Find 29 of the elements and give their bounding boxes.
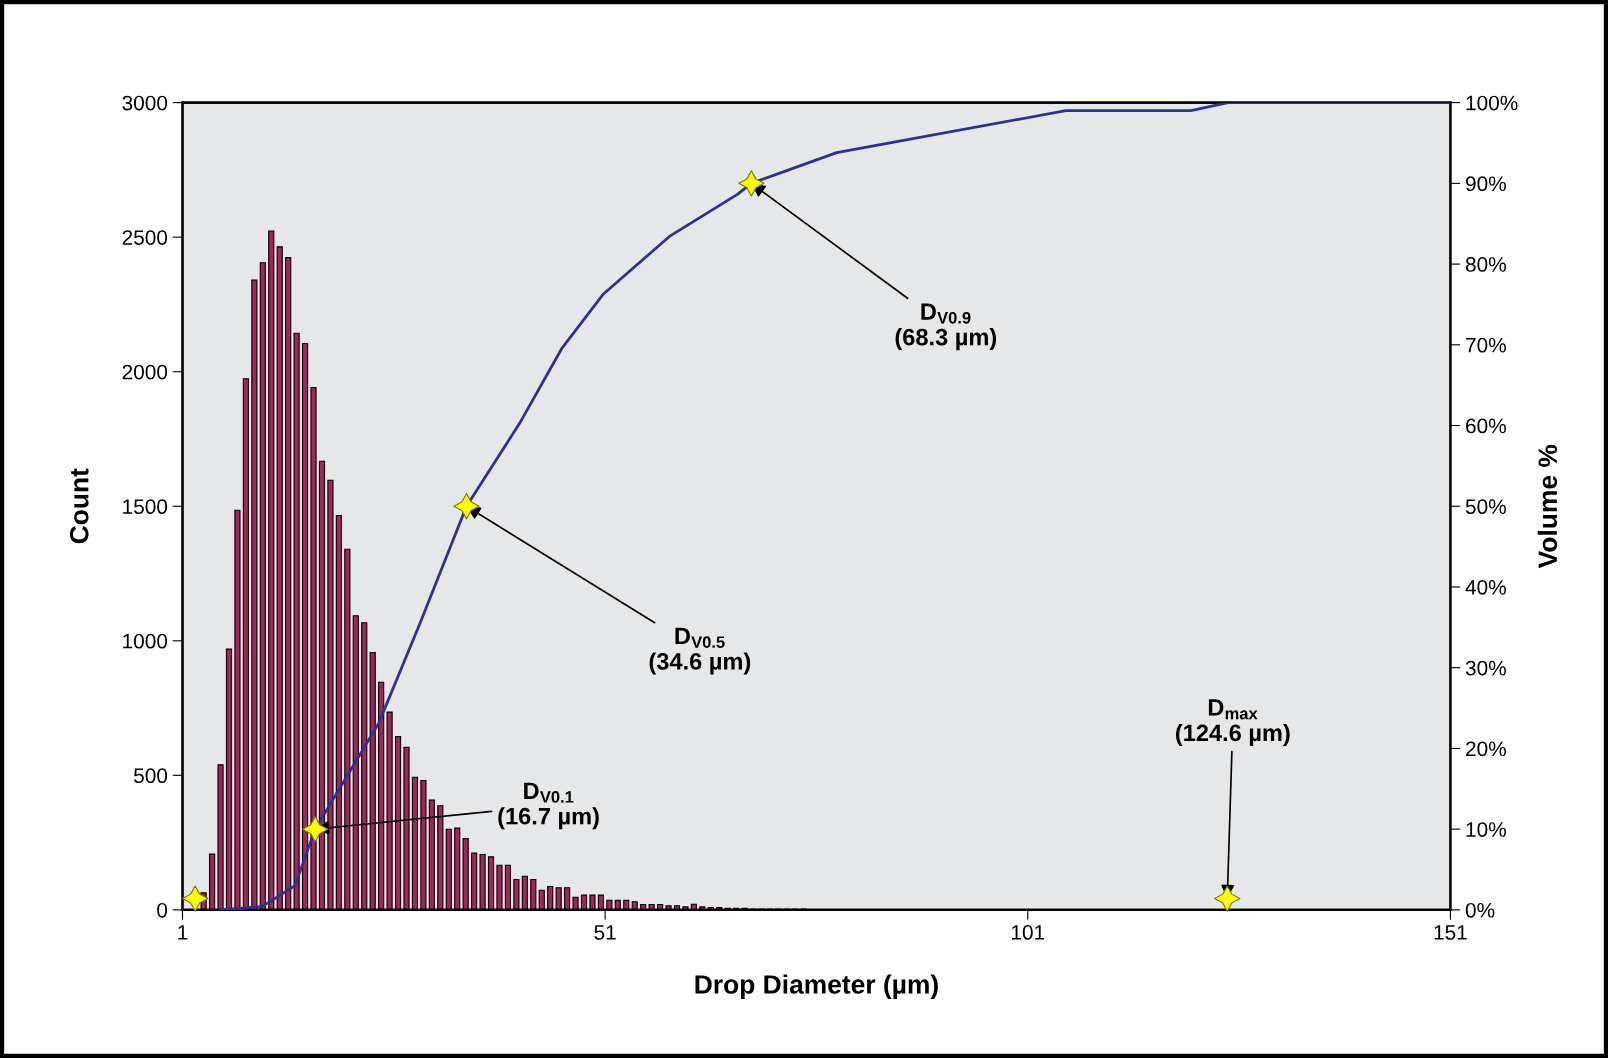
y-tick-label: 3000 <box>122 95 168 111</box>
y2-tick-label: 100% <box>1466 95 1518 111</box>
annotation: D$_{max}$ (124.6 µm) <box>1176 699 1290 746</box>
y2-tick-label: 80% <box>1465 257 1506 272</box>
y2-tick-label: 60% <box>1466 418 1506 434</box>
y-tick-label: 0 <box>157 902 168 918</box>
y-tick-label: 2500 <box>122 230 168 245</box>
annotation: D$_{V0.1}$ (16.7 µm) <box>498 782 599 830</box>
x-tick-label: 51 <box>594 925 616 940</box>
y2-tick-label: 20% <box>1466 741 1506 757</box>
y2-tick-label: 70% <box>1466 337 1506 353</box>
y2-tick-label: 50% <box>1465 499 1506 515</box>
y2-tick-label: 90% <box>1465 176 1506 192</box>
x-tick-label: 151 <box>1434 925 1467 940</box>
x-tick-label: 101 <box>1011 925 1045 940</box>
y-tick-label: 1000 <box>123 633 168 649</box>
y-tick-label: 1500 <box>123 499 168 515</box>
y-tick-label: 500 <box>134 768 168 784</box>
y2-tick-label: 30% <box>1465 660 1506 676</box>
y-tick-label: 2000 <box>122 364 168 380</box>
y2-tick-label: 0% <box>1465 902 1495 918</box>
x-tick-label: 1 <box>178 925 188 940</box>
annotation: D$_{V0.9}$ (68.3 µm) <box>895 303 997 351</box>
y2-axis-title: Volume % <box>1537 444 1558 569</box>
y2-tick-label: 40% <box>1465 579 1506 595</box>
annotation: D$_{V0.5}$ (34.6 µm) <box>649 627 751 675</box>
y2-tick-label: 10% <box>1466 822 1506 837</box>
x-axis-title: Drop Diameter (µm) <box>695 974 938 1000</box>
y-axis-title: Count <box>69 468 89 544</box>
